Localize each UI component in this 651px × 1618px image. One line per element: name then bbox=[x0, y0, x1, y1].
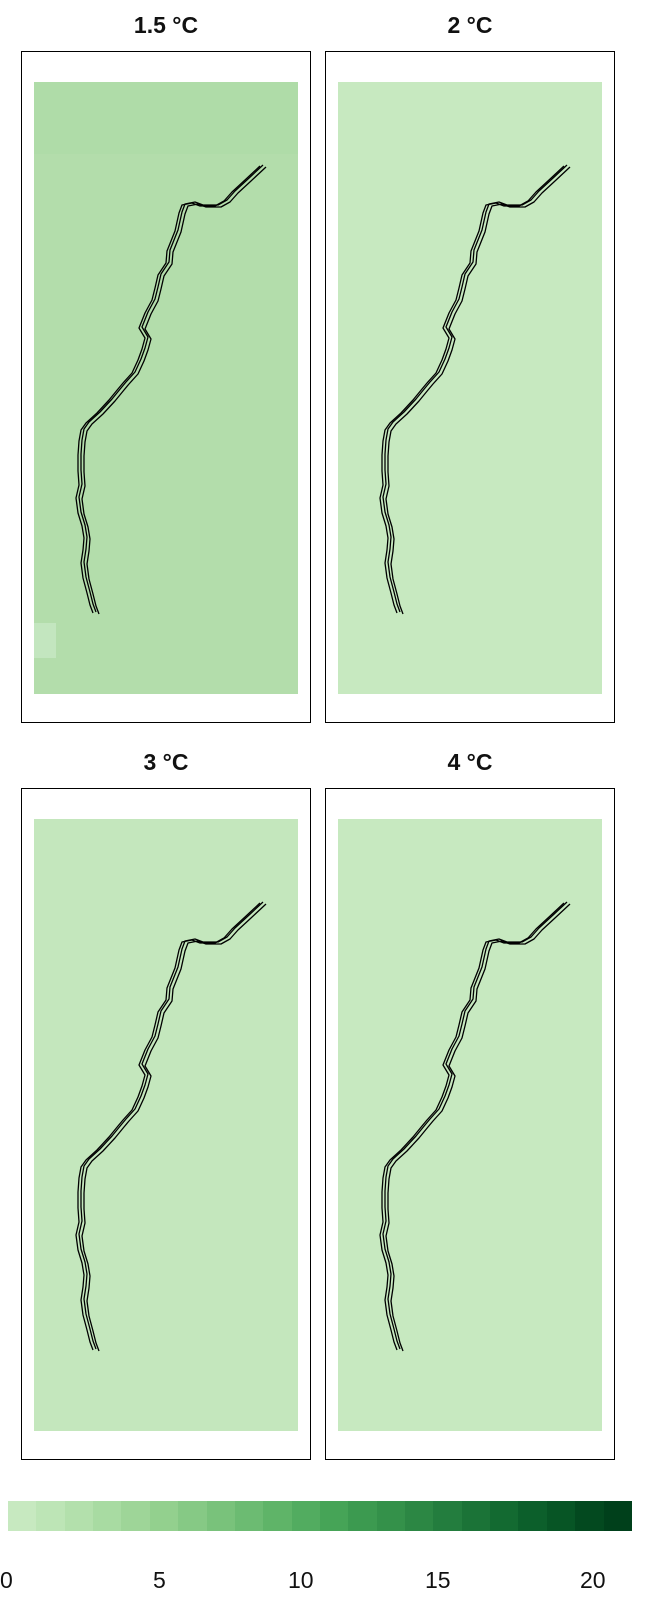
grid-band-top bbox=[34, 82, 298, 154]
grid-band-corner bbox=[34, 623, 56, 658]
colorbar-swatch bbox=[8, 1501, 37, 1531]
map-panel-1-5c bbox=[21, 51, 311, 723]
colorbar-swatch bbox=[121, 1501, 150, 1531]
colorbar-swatch bbox=[206, 1501, 235, 1531]
river-outline-line bbox=[382, 164, 568, 613]
colorbar-swatch bbox=[234, 1501, 264, 1531]
panel-title-1-5c: 1.5 °C bbox=[133, 12, 199, 38]
colorbar-tick-20: 20 bbox=[580, 1567, 606, 1593]
river-outline-line bbox=[75, 165, 261, 614]
colorbar-swatch bbox=[490, 1501, 519, 1531]
river-outline-line bbox=[379, 902, 565, 1351]
panel-title-3c: 3 °C bbox=[143, 749, 189, 775]
colorbar-swatch bbox=[405, 1501, 434, 1531]
river-outline-line bbox=[78, 901, 264, 1350]
colorbar-swatch bbox=[433, 1501, 462, 1531]
colorbar-swatch bbox=[291, 1501, 320, 1531]
colorbar-swatch bbox=[149, 1501, 179, 1531]
colorbar-swatch bbox=[178, 1501, 207, 1531]
colorbar-tick-0: 0 bbox=[0, 1567, 13, 1593]
colorbar-swatch bbox=[263, 1501, 292, 1531]
colorbar-swatch bbox=[603, 1501, 632, 1531]
colorbar-tick-5: 5 bbox=[153, 1567, 166, 1593]
colorbar-swatch bbox=[93, 1501, 122, 1531]
panel-title-4c: 4 °C bbox=[447, 749, 493, 775]
colorbar bbox=[8, 1501, 632, 1531]
colorbar-tick-15: 15 bbox=[425, 1567, 451, 1593]
map-field bbox=[338, 819, 602, 1431]
colorbar-swatch bbox=[575, 1501, 604, 1531]
colorbar-swatch bbox=[461, 1501, 491, 1531]
map-field bbox=[34, 819, 298, 1431]
river-outline bbox=[75, 164, 267, 615]
river-outline-line bbox=[385, 903, 571, 1352]
river-outline-line bbox=[78, 164, 264, 613]
map-field bbox=[34, 82, 298, 694]
river-outline-line bbox=[75, 902, 261, 1351]
colorbar-tick-10: 10 bbox=[288, 1567, 314, 1593]
colorbar-swatch bbox=[546, 1501, 576, 1531]
map-field bbox=[338, 82, 602, 694]
map-panel-3c bbox=[21, 788, 311, 1460]
river-outline bbox=[379, 164, 571, 615]
river-outline bbox=[379, 901, 571, 1352]
colorbar-swatch bbox=[518, 1501, 547, 1531]
colorbar-swatch bbox=[36, 1501, 65, 1531]
river-outline-line bbox=[382, 901, 568, 1350]
colorbar-swatch bbox=[348, 1501, 377, 1531]
colorbar-swatch bbox=[319, 1501, 349, 1531]
river-outline-line bbox=[385, 166, 571, 615]
map-panel-4c bbox=[325, 788, 615, 1460]
river-outline-line bbox=[81, 903, 267, 1352]
river-outline bbox=[75, 901, 267, 1352]
river-outline-line bbox=[379, 165, 565, 614]
colorbar-swatch bbox=[376, 1501, 406, 1531]
panel-title-2c: 2 °C bbox=[447, 12, 493, 38]
colorbar-swatch bbox=[64, 1501, 94, 1531]
river-outline-line bbox=[81, 166, 267, 615]
map-panel-2c bbox=[325, 51, 615, 723]
